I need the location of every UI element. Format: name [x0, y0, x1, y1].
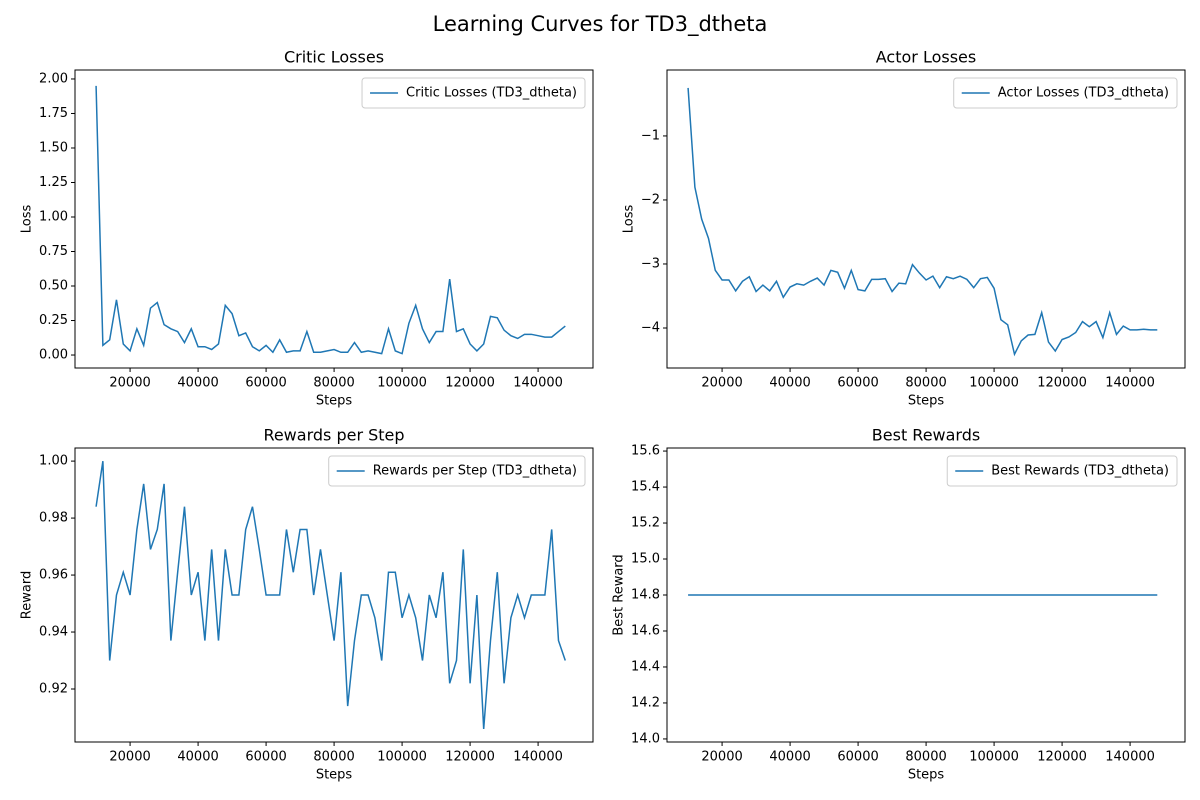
legend-label: Rewards per Step (TD3_dtheta)	[373, 464, 577, 479]
legend-label: Critic Losses (TD3_dtheta)	[406, 86, 577, 101]
x-tick-label: 140000	[513, 750, 563, 765]
y-tick-label: −2	[641, 192, 660, 207]
y-tick-label: 0.50	[39, 279, 68, 294]
x-tick-label: 140000	[1105, 376, 1155, 391]
subplot-title: Critic Losses	[284, 48, 384, 67]
y-tick-label: 15.4	[631, 480, 660, 495]
x-axis-label: Steps	[908, 394, 945, 409]
y-tick-label: 0.92	[39, 682, 68, 697]
legend: Rewards per Step (TD3_dtheta)	[328, 455, 586, 487]
axes-frame	[74, 69, 594, 369]
y-tick-label: −3	[641, 256, 660, 271]
legend: Critic Losses (TD3_dtheta)	[361, 77, 586, 109]
x-tick-label: 100000	[969, 750, 1019, 765]
y-tick-label: 0.94	[39, 625, 68, 640]
legend: Actor Losses (TD3_dtheta)	[953, 77, 1178, 109]
y-axis-label: Loss	[621, 205, 636, 234]
x-tick-label: 80000	[905, 750, 946, 765]
y-tick-label: 1.75	[39, 106, 68, 121]
x-tick-label: 40000	[177, 750, 218, 765]
x-tick-label: 100000	[377, 750, 427, 765]
legend-box	[328, 455, 586, 487]
x-tick-label: 120000	[1037, 376, 1087, 391]
y-tick-label: 0.98	[39, 511, 68, 526]
x-tick-label: 20000	[701, 376, 742, 391]
y-tick-label: 14.8	[631, 588, 660, 603]
y-axis-label: Reward	[20, 571, 35, 619]
legend-box	[946, 455, 1178, 487]
x-tick-label: 60000	[245, 376, 286, 391]
y-tick-label: 15.6	[631, 444, 660, 459]
x-tick-label: 80000	[905, 376, 946, 391]
axes-frame	[666, 69, 1186, 369]
y-tick-label: 2.00	[39, 71, 68, 86]
y-tick-label: 0.00	[39, 348, 68, 363]
x-tick-label: 40000	[769, 376, 810, 391]
y-tick-label: 0.96	[39, 568, 68, 583]
axes-frame	[666, 447, 1186, 743]
x-axis-label: Steps	[908, 768, 945, 783]
legend-label: Best Rewards (TD3_dtheta)	[991, 464, 1169, 479]
x-tick-label: 80000	[313, 376, 354, 391]
legend-box	[361, 77, 586, 109]
y-tick-label: 14.2	[631, 695, 660, 710]
subplot-title: Rewards per Step	[263, 426, 404, 445]
x-axis-label: Steps	[316, 768, 353, 783]
x-tick-label: 140000	[513, 376, 563, 391]
x-tick-label: 80000	[313, 750, 354, 765]
y-tick-label: 14.4	[631, 659, 660, 674]
data-line	[95, 460, 566, 729]
x-tick-label: 20000	[109, 750, 150, 765]
y-tick-label: 0.75	[39, 244, 68, 259]
axes-frame	[74, 447, 594, 743]
legend-box	[953, 77, 1178, 109]
y-tick-label: 0.25	[39, 313, 68, 328]
y-tick-label: 1.50	[39, 140, 68, 155]
figure-title: Learning Curves for TD3_dtheta	[433, 12, 768, 37]
x-tick-label: 20000	[701, 750, 742, 765]
y-tick-label: −4	[641, 320, 660, 335]
y-axis-label: Best Reward	[612, 554, 627, 635]
data-line	[95, 85, 566, 355]
x-tick-label: 120000	[445, 376, 495, 391]
x-tick-label: 140000	[1105, 750, 1155, 765]
y-tick-label: 14.0	[631, 731, 660, 746]
y-tick-label: 15.2	[631, 516, 660, 531]
x-tick-label: 100000	[969, 376, 1019, 391]
subplot-title: Best Rewards	[872, 426, 980, 445]
x-tick-label: 60000	[245, 750, 286, 765]
data-line	[687, 87, 1158, 357]
x-tick-label: 100000	[377, 376, 427, 391]
x-tick-label: 60000	[837, 750, 878, 765]
y-tick-label: 14.6	[631, 623, 660, 638]
subplot-title: Actor Losses	[876, 48, 976, 67]
x-tick-label: 20000	[109, 376, 150, 391]
legend: Best Rewards (TD3_dtheta)	[946, 455, 1178, 487]
x-tick-label: 40000	[769, 750, 810, 765]
y-tick-label: 1.00	[39, 209, 68, 224]
x-tick-label: 120000	[1037, 750, 1087, 765]
y-axis-label: Loss	[20, 205, 35, 234]
x-axis-label: Steps	[316, 394, 353, 409]
y-tick-label: 15.0	[631, 552, 660, 567]
x-tick-label: 40000	[177, 376, 218, 391]
y-tick-label: −1	[641, 128, 660, 143]
x-tick-label: 60000	[837, 376, 878, 391]
y-tick-label: 1.00	[39, 454, 68, 469]
x-tick-label: 120000	[445, 750, 495, 765]
y-tick-label: 1.25	[39, 175, 68, 190]
legend-label: Actor Losses (TD3_dtheta)	[998, 86, 1169, 101]
